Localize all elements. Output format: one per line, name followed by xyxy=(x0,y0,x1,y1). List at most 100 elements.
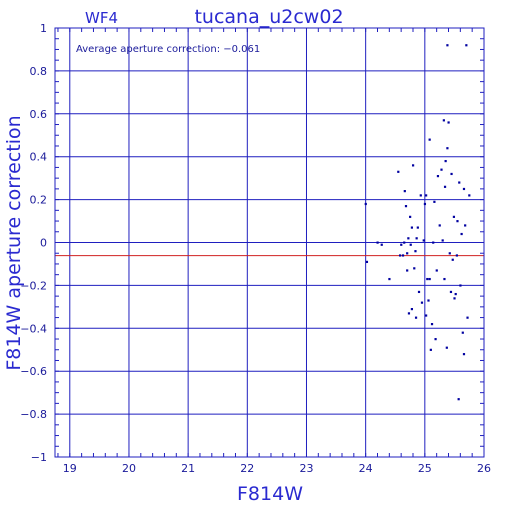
data-point-50 xyxy=(444,159,447,163)
data-point-23 xyxy=(414,316,418,319)
data-point-8 xyxy=(401,254,405,257)
data-point-35 xyxy=(428,138,431,141)
x-tick-label: 24 xyxy=(359,462,373,475)
x-tick-labels: 19 20 21 22 23 24 25 26 xyxy=(63,462,491,475)
data-point-5 xyxy=(397,170,400,173)
data-point-0 xyxy=(364,202,367,206)
data-point-68 xyxy=(461,331,464,334)
data-point-63 xyxy=(456,220,459,223)
data-point-1 xyxy=(365,260,369,264)
data-point-42 xyxy=(435,269,438,272)
data-point-72 xyxy=(465,44,468,47)
data-point-34 xyxy=(427,299,430,302)
data-point-52 xyxy=(446,147,449,150)
data-point-12 xyxy=(406,252,409,255)
y-tick-label: −0.8 xyxy=(20,408,47,421)
data-point-19 xyxy=(410,226,414,229)
x-tick-label: 20 xyxy=(122,462,136,475)
y-tick-label: 0.6 xyxy=(30,108,48,121)
data-point-59 xyxy=(452,215,456,218)
data-point-33 xyxy=(426,277,429,281)
data-point-64 xyxy=(457,398,460,401)
data-point-51 xyxy=(445,346,448,349)
data-point-28 xyxy=(420,301,424,304)
y-axis-label: F814W aperture correction xyxy=(3,115,25,370)
data-point-10 xyxy=(403,190,406,193)
x-tick-label: 26 xyxy=(477,462,491,475)
data-point-48 xyxy=(443,277,446,281)
x-tick-label: 19 xyxy=(63,462,77,475)
data-point-31 xyxy=(425,194,428,197)
data-point-7 xyxy=(400,243,403,246)
data-point-45 xyxy=(440,168,443,171)
data-point-62 xyxy=(455,254,458,257)
data-point-4 xyxy=(388,277,391,281)
y-tick-label: 1 xyxy=(40,22,47,35)
data-point-21 xyxy=(413,267,416,270)
data-point-36 xyxy=(428,277,431,281)
data-point-70 xyxy=(462,353,466,356)
data-point-60 xyxy=(453,297,456,300)
data-point-22 xyxy=(414,250,417,253)
y-tick-label: −0.6 xyxy=(20,365,47,378)
data-points xyxy=(364,44,471,401)
data-point-29 xyxy=(422,239,425,242)
data-point-18 xyxy=(410,307,414,311)
data-point-57 xyxy=(450,172,453,176)
data-point-25 xyxy=(416,226,419,229)
data-point-65 xyxy=(458,181,461,184)
chart-title: tucana_u2cw02 xyxy=(194,6,343,28)
data-point-41 xyxy=(434,338,437,341)
data-point-55 xyxy=(448,252,451,255)
data-point-37 xyxy=(429,348,432,351)
y-tick-label: −0.4 xyxy=(20,322,47,335)
x-axis-label: F814W xyxy=(237,483,303,505)
data-point-49 xyxy=(443,185,447,188)
data-point-74 xyxy=(468,194,471,197)
chip-label: WF4 xyxy=(85,9,118,27)
y-tick-label: 0.2 xyxy=(30,194,48,207)
data-point-73 xyxy=(466,316,469,319)
data-point-69 xyxy=(462,187,466,191)
data-point-67 xyxy=(460,232,463,236)
y-tick-labels: −1 −0.8 −0.6 −0.4 −0.2 0 0.2 0.4 0.6 0.8 1 xyxy=(20,22,47,464)
data-point-44 xyxy=(438,224,441,227)
data-point-2 xyxy=(376,241,379,244)
data-point-32 xyxy=(425,314,428,317)
plot-frame xyxy=(54,27,485,458)
y-tick-label: −1 xyxy=(31,451,47,464)
data-point-54 xyxy=(447,121,450,124)
grid-lines xyxy=(55,27,485,458)
data-point-9 xyxy=(403,241,406,244)
data-point-3 xyxy=(380,243,383,246)
data-point-14 xyxy=(407,237,410,240)
data-point-58 xyxy=(451,258,454,261)
data-point-46 xyxy=(441,239,444,242)
data-point-30 xyxy=(423,202,427,206)
data-point-26 xyxy=(417,290,421,294)
data-point-71 xyxy=(464,224,467,227)
data-point-66 xyxy=(459,284,462,287)
data-point-38 xyxy=(430,323,434,326)
data-point-17 xyxy=(409,243,412,246)
data-point-15 xyxy=(407,312,411,315)
y-tick-label: 0.4 xyxy=(30,151,48,164)
x-tick-label: 22 xyxy=(240,462,254,475)
data-point-40 xyxy=(433,200,436,203)
y-tick-label: −0.2 xyxy=(20,279,47,292)
y-tick-label: 0 xyxy=(40,237,47,250)
data-point-43 xyxy=(436,175,440,178)
data-point-20 xyxy=(411,164,415,167)
data-point-24 xyxy=(415,237,418,240)
average-correction-annotation: Average aperture correction: −0.061 xyxy=(76,44,260,55)
data-point-61 xyxy=(454,292,457,296)
data-point-47 xyxy=(442,119,445,122)
data-point-27 xyxy=(419,194,422,197)
data-point-56 xyxy=(449,290,453,294)
y-tick-label: 0.8 xyxy=(30,65,48,78)
data-point-39 xyxy=(432,241,435,244)
x-tick-label: 25 xyxy=(418,462,432,475)
data-point-13 xyxy=(406,269,409,272)
data-point-11 xyxy=(404,205,408,208)
